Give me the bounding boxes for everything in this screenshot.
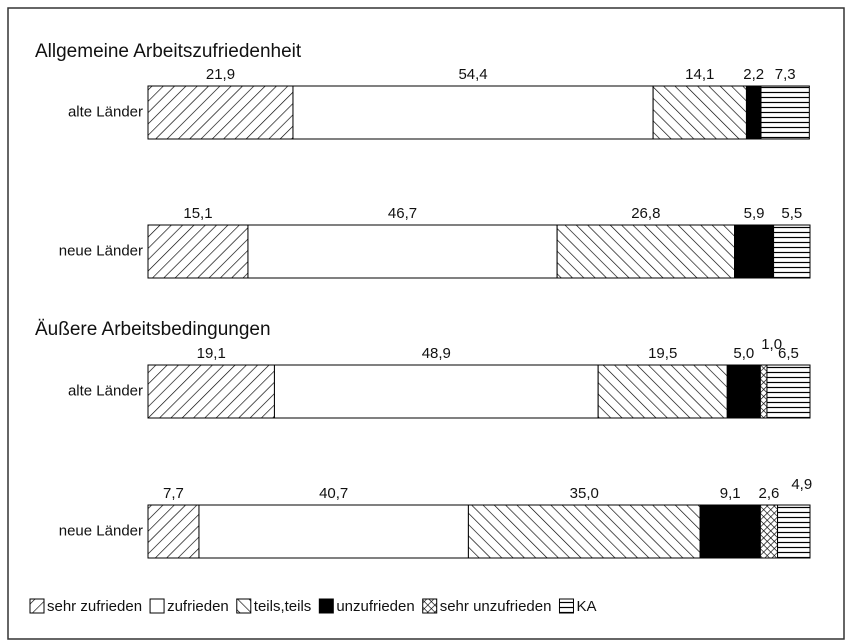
category-label: alte Länder xyxy=(68,382,143,399)
bar-segment xyxy=(773,224,811,279)
value-label: 1,0 xyxy=(761,336,782,353)
value-label: 5,9 xyxy=(744,205,765,222)
legend-swatch xyxy=(558,598,574,614)
bar-segment xyxy=(247,224,558,279)
bar-segment xyxy=(147,224,249,279)
value-label: 2,2 xyxy=(743,66,764,83)
bar-segment xyxy=(147,364,275,419)
category-label: neue Länder xyxy=(59,522,143,539)
bar-segment xyxy=(726,364,761,419)
bar-segment xyxy=(745,85,762,140)
bar-segment xyxy=(556,224,736,279)
category-label: alte Länder xyxy=(68,103,143,120)
value-label: 54,4 xyxy=(458,66,487,83)
value-label: 7,3 xyxy=(775,66,796,83)
legend-label: sehr zufrieden xyxy=(47,598,142,615)
bar-segment xyxy=(147,504,200,559)
bar-segment xyxy=(273,364,599,419)
value-label: 48,9 xyxy=(422,345,451,362)
legend-label: KA xyxy=(576,598,596,615)
bar-segment xyxy=(759,364,768,419)
bar-segment xyxy=(292,85,654,140)
legend-label: zufrieden xyxy=(167,598,229,615)
value-label: 5,0 xyxy=(733,345,754,362)
bar-segment xyxy=(766,364,811,419)
value-label: 26,8 xyxy=(631,205,660,222)
value-label: 9,1 xyxy=(720,485,741,502)
value-label: 35,0 xyxy=(570,485,599,502)
bar-segment xyxy=(777,504,811,559)
bar-segment xyxy=(597,364,728,419)
value-label: 21,9 xyxy=(206,66,235,83)
legend-swatch xyxy=(318,598,334,614)
legend-swatch xyxy=(422,598,438,614)
value-label: 14,1 xyxy=(685,66,714,83)
panel-title: Allgemeine Arbeitszufriedenheit xyxy=(35,41,302,62)
value-label: 4,9 xyxy=(791,476,812,493)
legend-swatch xyxy=(149,598,165,614)
bar-segment xyxy=(147,85,294,140)
value-label: 5,5 xyxy=(781,205,802,222)
value-label: 6,5 xyxy=(778,345,799,362)
legend-label: unzufrieden xyxy=(336,598,414,615)
bar-segment xyxy=(759,504,779,559)
bar-segment xyxy=(699,504,761,559)
value-label: 19,1 xyxy=(197,345,226,362)
value-label: 15,1 xyxy=(183,205,212,222)
bar-segment xyxy=(734,224,775,279)
bar-segment xyxy=(652,85,747,140)
bar-segment xyxy=(198,504,469,559)
bar-segment xyxy=(760,85,810,140)
category-label: neue Länder xyxy=(59,242,143,259)
legend-label: sehr unzufrieden xyxy=(440,598,552,615)
legend-swatch xyxy=(29,598,45,614)
value-label: 2,6 xyxy=(759,485,780,502)
legend-label: teils,teils xyxy=(254,598,312,615)
panel-title: Äußere Arbeitsbedingungen xyxy=(35,319,271,340)
bar-segment xyxy=(467,504,701,559)
value-label: 19,5 xyxy=(648,345,677,362)
value-label: 46,7 xyxy=(388,205,417,222)
frame xyxy=(7,7,845,640)
value-label: 7,7 xyxy=(163,485,184,502)
value-label: 40,7 xyxy=(319,485,348,502)
legend-swatch xyxy=(236,598,252,614)
